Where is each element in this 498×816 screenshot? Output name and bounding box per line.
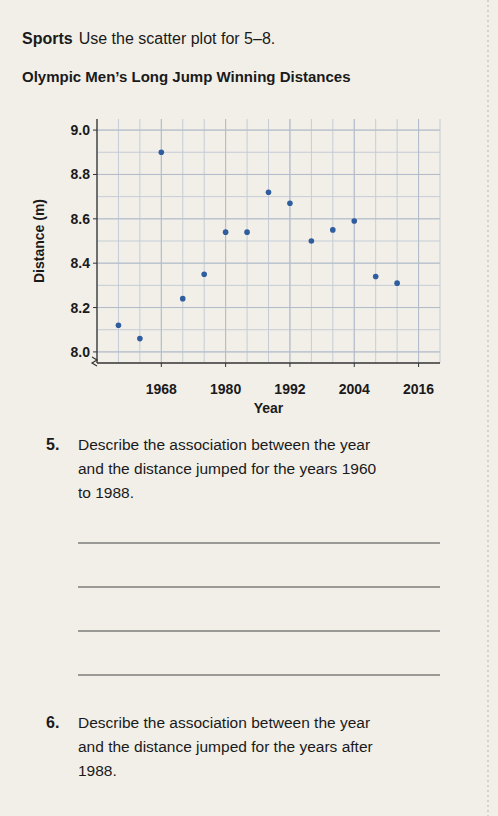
data-point (394, 280, 400, 286)
grid-line (97, 130, 440, 131)
minor-grid-line (97, 174, 440, 175)
minor-grid-line (161, 119, 162, 363)
x-tick-label: 2016 (403, 381, 434, 397)
data-point (116, 322, 122, 328)
question-number: 6. (46, 714, 59, 731)
minor-grid-line (97, 119, 98, 363)
question-number: 5. (46, 436, 59, 453)
answer-line (78, 543, 440, 544)
grid-line (225, 119, 226, 363)
x-tick (225, 363, 226, 367)
question-text: and the distance jumped for the years af… (78, 738, 373, 755)
x-tick-label: 1980 (210, 381, 241, 397)
page: Sports Use the scatter plot for 5–8. Olymp… (0, 0, 498, 816)
y-tick (93, 307, 97, 308)
chart-title: Olympic Men’s Long Jump Winning Distance… (22, 68, 351, 85)
x-tick (354, 363, 355, 367)
x-tick (418, 363, 419, 367)
minor-grid-line (97, 307, 440, 308)
grid-line (354, 119, 355, 363)
x-tick-label: 1968 (146, 381, 177, 397)
y-tick (93, 218, 97, 219)
instruction: Use the scatter plot for 5–8. (79, 30, 276, 47)
grid-line (97, 307, 440, 308)
answer-line (78, 587, 440, 588)
background (0, 0, 498, 816)
x-axis (97, 362, 440, 363)
y-tick (93, 351, 97, 352)
data-point (373, 274, 379, 280)
question-text: 1988. (78, 762, 117, 779)
points (116, 149, 400, 341)
data-point (351, 218, 357, 224)
minor-grid-line (97, 218, 440, 219)
minor-grid-line (97, 263, 440, 264)
section-label: Sports (22, 30, 73, 47)
grid-line (97, 351, 440, 352)
minor-grid-line (97, 196, 440, 197)
y-tick-label: 9.0 (71, 122, 91, 138)
x-axis-label: Year (254, 400, 284, 416)
y-tick (93, 174, 97, 175)
grid (97, 119, 440, 363)
y-axis-label: Distance (m) (31, 199, 47, 283)
minor-grid-line (97, 285, 440, 286)
question-text: Describe the association between the yea… (78, 436, 370, 453)
data-point (223, 229, 229, 235)
question-text: to 1988. (78, 484, 134, 501)
data-point (180, 296, 186, 302)
y-tick (93, 130, 97, 131)
grid-line (161, 119, 162, 363)
page-border (488, 0, 489, 816)
grid-line (289, 119, 290, 363)
x-tick-label: 2004 (339, 381, 370, 397)
data-point (137, 336, 143, 342)
x-tick (289, 363, 290, 367)
minor-grid-line (418, 119, 419, 363)
minor-grid-line (97, 241, 440, 242)
y-tick-label: 8.2 (71, 300, 91, 316)
y-axis (96, 119, 97, 363)
answer-line (78, 675, 440, 676)
axis-break (92, 357, 97, 366)
data-point (266, 189, 272, 195)
minor-grid-line (225, 119, 226, 363)
y-tick (93, 263, 97, 264)
y-tick-label: 8.4 (71, 255, 91, 271)
header: Sports Use the scatter plot for 5–8. (22, 30, 275, 47)
data-point (287, 200, 293, 206)
grid-line (97, 174, 440, 175)
answer-line (78, 631, 440, 632)
x-tick (161, 363, 162, 367)
y-tick-label: 8.8 (71, 166, 91, 182)
grid-line (97, 263, 440, 264)
minor-grid-line (97, 329, 440, 330)
x-tick-label: 1992 (274, 381, 305, 397)
y-tick-label: 8.6 (71, 211, 91, 227)
y-tick-label: 8.0 (71, 344, 91, 360)
question-text: Describe the association between the yea… (78, 714, 370, 731)
minor-grid-line (289, 119, 290, 363)
data-point (309, 238, 315, 244)
grid-line (97, 218, 440, 219)
data-point (159, 149, 165, 155)
minor-grid-line (97, 351, 440, 352)
data-point (244, 229, 250, 235)
minor-grid-line (354, 119, 355, 363)
minor-grid-line (97, 130, 440, 131)
data-point (330, 227, 336, 233)
grid-line (418, 119, 419, 363)
data-point (201, 271, 207, 277)
minor-grid-line (97, 152, 440, 153)
question-text: and the distance jumped for the years 19… (78, 460, 377, 477)
